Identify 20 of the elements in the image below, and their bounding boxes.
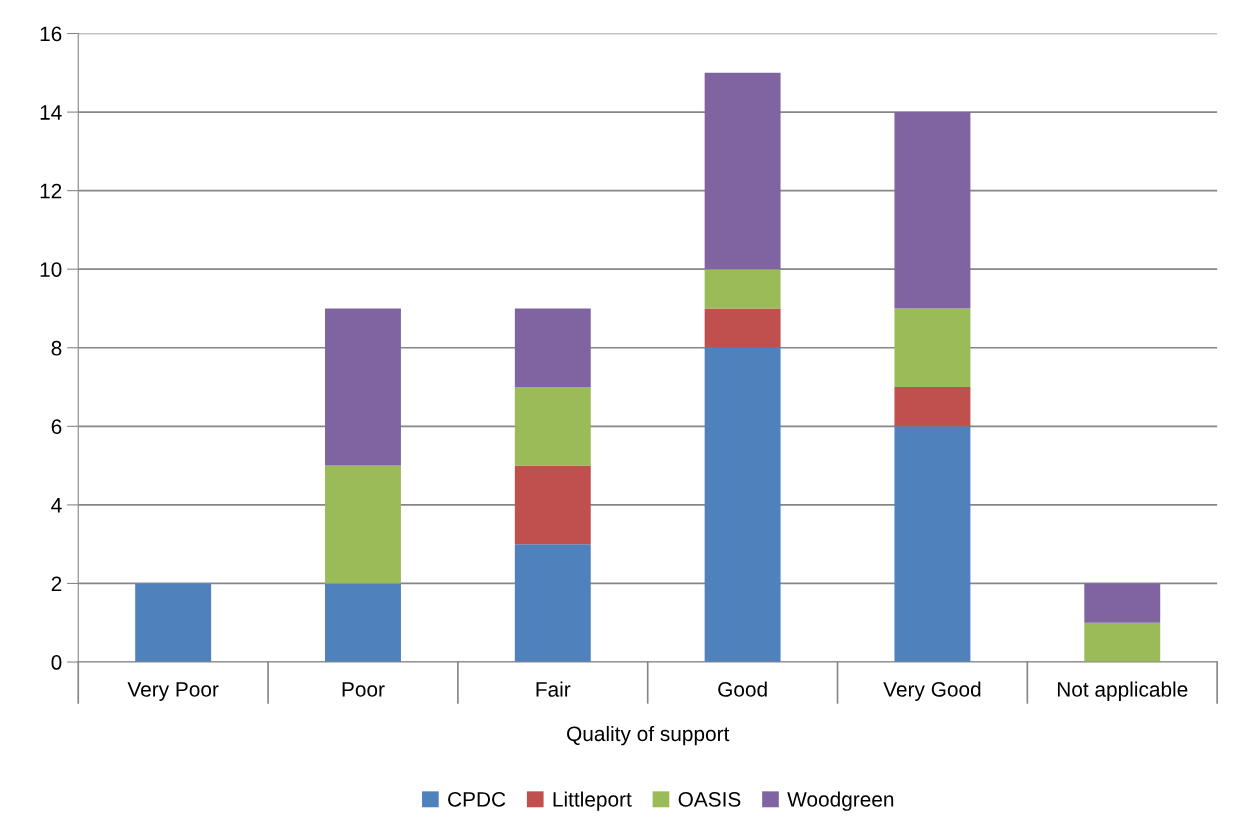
- y-tick-label: 0: [51, 655, 62, 670]
- y-tick-label: 12: [40, 183, 62, 199]
- legend-label: CPDC: [448, 792, 506, 807]
- x-tick-label: Very Good: [883, 681, 981, 701]
- x-tick-label: Fair: [536, 681, 571, 697]
- y-tick-label: 10: [40, 262, 62, 277]
- legend-label: Littleport: [553, 791, 632, 811]
- y-tick-label: 8: [51, 340, 62, 356]
- x-tick-label: Very Poor: [127, 682, 219, 701]
- x-tick-label: Not applicable: [1057, 681, 1188, 701]
- legend-label: OASIS: [678, 792, 741, 807]
- x-axis-title: Quality of support: [567, 725, 730, 746]
- y-tick-label: 6: [51, 419, 62, 435]
- y-tick-label: 14: [40, 105, 62, 120]
- x-tick-label: Good: [718, 681, 767, 697]
- legend-label: Woodgreen: [787, 791, 894, 811]
- y-tick-label: 2: [51, 576, 62, 592]
- y-tick-label: 16: [40, 26, 62, 42]
- y-tick-label: 4: [51, 498, 62, 513]
- x-tick-label: Poor: [342, 682, 385, 697]
